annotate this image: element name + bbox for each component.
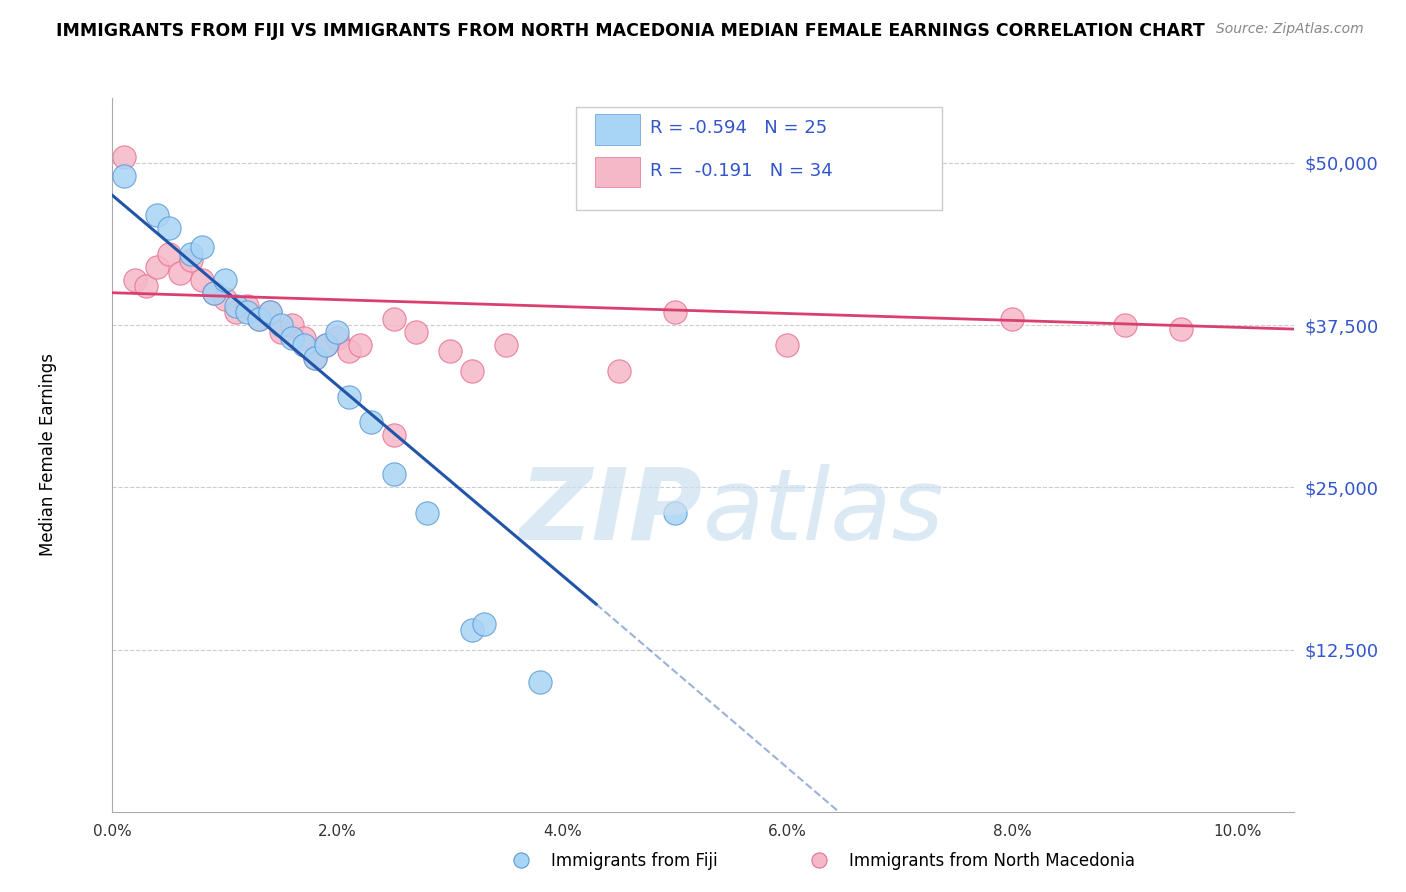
Point <box>315 337 337 351</box>
Point <box>326 331 349 345</box>
Point <box>304 351 326 365</box>
Point <box>664 506 686 520</box>
Point <box>461 623 484 637</box>
Point <box>191 240 214 254</box>
Text: atlas: atlas <box>703 464 945 560</box>
Point <box>495 337 517 351</box>
Text: Immigrants from North Macedonia: Immigrants from North Macedonia <box>849 852 1135 870</box>
Point <box>281 318 304 333</box>
Point <box>349 337 371 351</box>
Point <box>1001 311 1024 326</box>
Point <box>360 416 382 430</box>
Point <box>225 299 247 313</box>
Point <box>180 247 202 261</box>
Point <box>664 305 686 319</box>
Point <box>157 220 180 235</box>
Point <box>112 169 135 183</box>
Point <box>292 337 315 351</box>
Point <box>191 273 214 287</box>
Text: IMMIGRANTS FROM FIJI VS IMMIGRANTS FROM NORTH MACEDONIA MEDIAN FEMALE EARNINGS C: IMMIGRANTS FROM FIJI VS IMMIGRANTS FROM … <box>56 22 1205 40</box>
Point <box>180 253 202 268</box>
Point <box>146 260 169 274</box>
Point <box>236 305 259 319</box>
Point <box>382 311 405 326</box>
Point <box>259 305 281 319</box>
Point <box>509 853 531 867</box>
Text: Source: ZipAtlas.com: Source: ZipAtlas.com <box>1216 22 1364 37</box>
Point <box>382 428 405 442</box>
Point <box>259 305 281 319</box>
Point <box>382 467 405 482</box>
Point <box>461 363 484 377</box>
Point <box>416 506 439 520</box>
Point <box>776 337 799 351</box>
Text: ZIP: ZIP <box>520 464 703 560</box>
Text: Median Female Earnings: Median Female Earnings <box>38 353 56 557</box>
Point <box>247 311 270 326</box>
Point <box>112 149 135 163</box>
Point <box>146 208 169 222</box>
Point <box>405 325 427 339</box>
Point <box>270 318 292 333</box>
Text: R = -0.594   N = 25: R = -0.594 N = 25 <box>650 120 827 137</box>
Point <box>1170 322 1192 336</box>
Point <box>807 853 830 867</box>
Point <box>326 325 349 339</box>
Point <box>214 292 236 306</box>
Point <box>292 331 315 345</box>
Point <box>236 299 259 313</box>
Point <box>439 344 461 359</box>
Point <box>315 337 337 351</box>
Point <box>169 266 191 280</box>
Point <box>225 305 247 319</box>
Point <box>281 331 304 345</box>
Point <box>124 273 146 287</box>
Point <box>304 351 326 365</box>
Text: R =  -0.191   N = 34: R = -0.191 N = 34 <box>650 162 832 180</box>
Text: Immigrants from Fiji: Immigrants from Fiji <box>551 852 718 870</box>
Point <box>472 616 495 631</box>
Point <box>135 279 157 293</box>
Point <box>202 285 225 300</box>
Point <box>247 311 270 326</box>
Point <box>337 344 360 359</box>
Point <box>1114 318 1136 333</box>
Point <box>607 363 630 377</box>
Point <box>214 273 236 287</box>
Point <box>337 390 360 404</box>
Point <box>157 247 180 261</box>
Point <box>270 325 292 339</box>
Point <box>529 675 551 690</box>
Point <box>202 285 225 300</box>
